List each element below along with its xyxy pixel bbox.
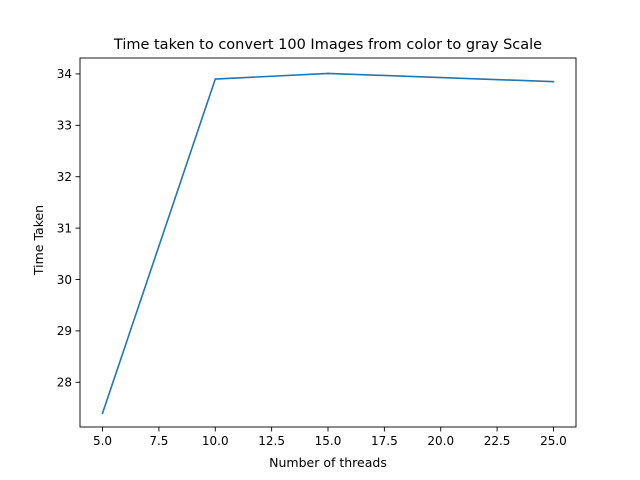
data-point <box>439 76 442 79</box>
x-tick-label: 22.5 <box>484 434 511 448</box>
x-tick-label: 25.0 <box>540 434 567 448</box>
x-tick-label: 15.0 <box>315 434 342 448</box>
y-tick-label: 31 <box>57 221 72 235</box>
y-tick-label: 34 <box>57 67 72 81</box>
y-axis-label: Time Taken <box>31 205 46 276</box>
x-tick-label: 5.0 <box>93 434 112 448</box>
axes: 5.0 7.5 10.0 12.5 15.0 17.5 20.0 22.5 25.0 28 29 30… <box>57 57 577 448</box>
y-tick-label: 28 <box>57 376 72 390</box>
x-tick-label: 20.0 <box>427 434 454 448</box>
plot-area <box>101 72 555 415</box>
y-tick-label: 30 <box>57 273 72 287</box>
y-tick-label: 33 <box>57 119 72 133</box>
data-point <box>552 80 555 83</box>
y-tick-label: 29 <box>57 324 72 338</box>
x-tick-label: 12.5 <box>258 434 285 448</box>
x-tick-label: 17.5 <box>371 434 398 448</box>
x-tick-label: 7.5 <box>149 434 168 448</box>
data-point <box>101 412 104 414</box>
y-tick-label: 32 <box>57 170 72 184</box>
chart-title: Time taken to convert 100 Images from co… <box>113 37 542 53</box>
data-point <box>327 72 329 75</box>
x-axis-label: Number of threads <box>269 455 387 470</box>
data-point <box>214 78 217 80</box>
x-tick-label: 10.0 <box>202 434 229 448</box>
